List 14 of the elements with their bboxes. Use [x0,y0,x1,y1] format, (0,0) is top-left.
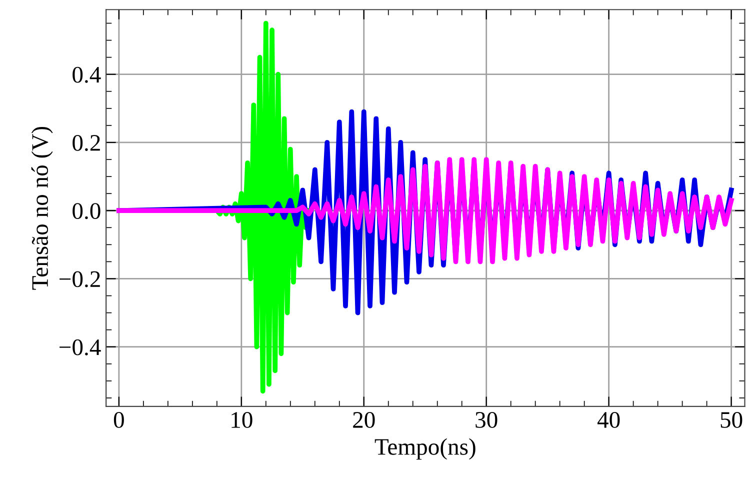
x-tick-label: 20 [353,412,375,428]
x-tick-label: 50 [720,412,742,428]
y-tick-label: 0.2 [72,134,100,151]
y-tick-label: 0.4 [72,66,101,83]
y-tick-label: 0.0 [72,203,100,220]
x-tick-label: 10 [232,412,252,428]
x-tick-label: 30 [476,412,498,428]
x-axis-title: Tempo(ns) [374,438,476,460]
line-series [116,157,734,264]
y-tick-label: −0.2 [60,271,100,288]
y-tick-label: −0.4 [60,339,101,356]
y-axis-title: Tensão no nó (V) [31,126,53,290]
x-tick-label: 40 [597,412,620,428]
x-tick-label: 0 [114,412,124,428]
